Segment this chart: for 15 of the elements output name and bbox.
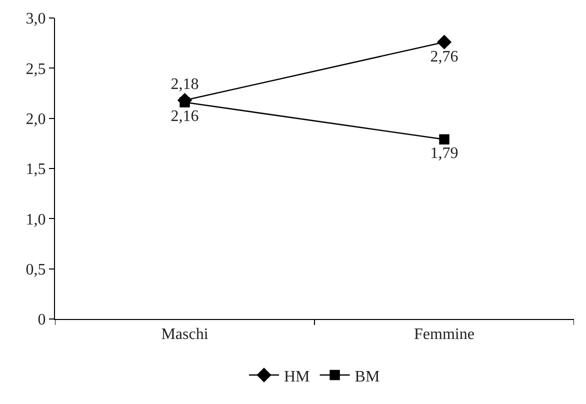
x-tick-label: Femmine xyxy=(414,326,474,344)
y-tick-label: 2,0 xyxy=(26,110,46,128)
data-label: 2,16 xyxy=(170,108,199,125)
y-tick-label: 3,0 xyxy=(26,10,46,28)
y-tick-label: 1,5 xyxy=(26,161,46,178)
data-label: 1,79 xyxy=(430,145,458,162)
x-tick-label: Maschi xyxy=(161,326,209,344)
y-tick-label: 2,5 xyxy=(26,60,46,78)
y-tick-label: 1,0 xyxy=(26,211,46,228)
data-label: 2,18 xyxy=(170,76,199,94)
legend-label: HM xyxy=(284,368,310,386)
y-tick-label: 0,5 xyxy=(26,261,46,278)
legend-label: BM xyxy=(354,368,380,386)
y-tick-label: 0 xyxy=(38,312,46,329)
data-label: 2,76 xyxy=(430,48,458,66)
